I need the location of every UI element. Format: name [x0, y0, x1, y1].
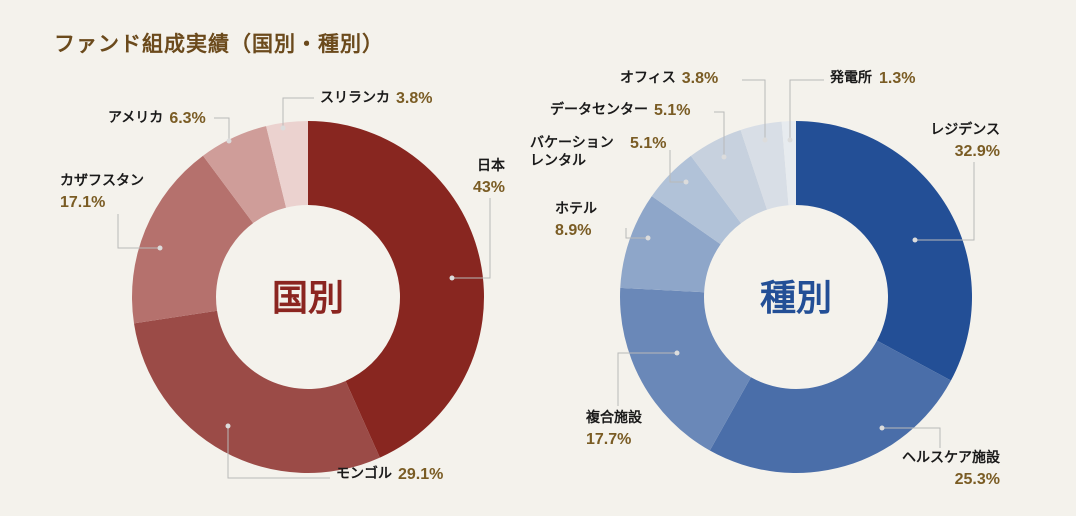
slice-1-7: [781, 121, 796, 206]
slice-0-4: [266, 121, 308, 208]
leader-line-0-0: [452, 198, 491, 279]
leader-line-1-0: [915, 162, 975, 241]
leader-dot-1-2: [674, 350, 680, 356]
value-label-1-6: 3.8%: [682, 70, 718, 87]
leader-dot-0-2: [157, 245, 163, 251]
leader-line-1-3: [625, 228, 648, 239]
slice-0-3: [203, 126, 287, 224]
value-label-1-2: 17.7%: [586, 431, 631, 448]
leader-dot-0-4: [280, 125, 286, 131]
leader-line-1-5: [714, 111, 725, 157]
category-label-0-2: カザフスタン: [60, 173, 144, 189]
leader-dot-0-3: [226, 138, 232, 144]
leader-line-1-4: [669, 150, 686, 183]
leader-dot-0-1: [225, 423, 231, 429]
category-label-0-4: スリランカ: [320, 90, 390, 106]
leader-dot-1-6: [762, 137, 768, 143]
leader-dot-1-4: [683, 179, 689, 185]
leader-dot-1-1: [879, 425, 885, 431]
category-label-0-1: モンゴル: [336, 465, 392, 482]
leader-line-1-7: [789, 79, 824, 140]
center-label-1: 種別: [760, 278, 832, 319]
category-label-0-0: 日本: [477, 157, 506, 174]
value-label-1-4: 5.1%: [630, 135, 666, 152]
leader-line-1-1: [882, 427, 941, 448]
category-label-1-1: ヘルスケア施設: [902, 449, 1001, 466]
slice-1-2: [619, 287, 751, 451]
donut-1: 種別 レジデンス 32.9% ヘルスケア施設 25.3% 複合施設 17.7% ホテル 8.9%…: [530, 69, 1001, 488]
leader-line-0-4: [282, 97, 314, 128]
category-label-1-4: バケーションレンタル: [530, 135, 614, 169]
slice-0-0: [308, 121, 485, 458]
value-label-0-3: 6.3%: [169, 110, 205, 127]
category-label-1-6: オフィス: [620, 70, 676, 86]
value-label-0-2: 17.1%: [60, 194, 105, 211]
slice-1-4: [651, 155, 742, 245]
leader-line-0-3: [214, 117, 230, 141]
leader-line-1-6: [742, 79, 766, 140]
center-label-0: 国別: [272, 278, 344, 319]
slice-0-1: [133, 310, 380, 473]
category-label-1-7: 発電所: [829, 69, 872, 86]
leader-dot-0-0: [449, 275, 455, 281]
leader-line-1-2: [617, 352, 677, 406]
value-label-1-1: 25.3%: [955, 471, 1000, 488]
value-label-1-0: 32.9%: [955, 143, 1000, 160]
slice-1-6: [740, 121, 789, 210]
value-label-1-3: 8.9%: [555, 222, 591, 239]
leader-line-0-1: [227, 426, 330, 479]
category-label-0-3: アメリカ: [108, 110, 163, 126]
slice-0-2: [132, 155, 254, 324]
chart-title: ファンド組成実績（国別・種別）: [54, 32, 384, 56]
leader-dot-1-3: [645, 235, 651, 241]
leader-dot-1-7: [787, 137, 793, 143]
category-label-1-0: レジデンス: [930, 121, 1000, 138]
slice-1-1: [709, 340, 951, 473]
value-label-0-0: 43%: [473, 179, 505, 196]
slice-1-0: [796, 121, 972, 381]
category-label-1-3: ホテル: [555, 201, 597, 217]
slice-1-3: [620, 196, 721, 293]
category-label-1-5: データセンター: [550, 101, 648, 118]
slice-1-5: [690, 129, 768, 224]
leader-dot-1-0: [912, 237, 918, 243]
value-label-1-7: 1.3%: [879, 70, 915, 87]
category-label-1-2: 複合施設: [585, 409, 643, 426]
value-label-0-1: 29.1%: [398, 466, 443, 483]
donut-0: 国別 日本 43% モンゴル 29.1% カザフスタン 17.1% アメリカ 6.3% スリランカ…: [60, 90, 506, 483]
value-label-1-5: 5.1%: [654, 102, 690, 119]
leader-line-0-2: [117, 214, 160, 249]
leader-dot-1-5: [721, 154, 727, 160]
value-label-0-4: 3.8%: [396, 90, 432, 107]
